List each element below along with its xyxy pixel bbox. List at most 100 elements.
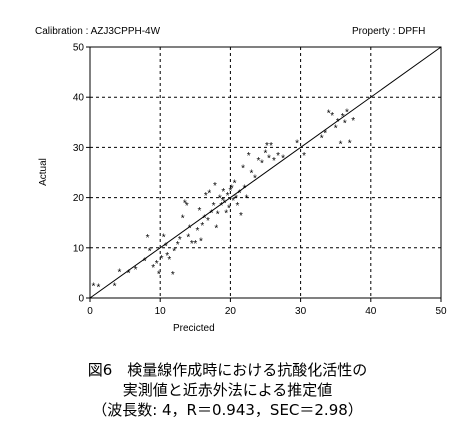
grid-lines [90, 47, 441, 298]
y-tick-label: 0 [78, 294, 84, 305]
y-tick-label: 10 [73, 243, 85, 254]
x-tick-label: 0 [87, 306, 93, 317]
data-point: * [214, 224, 218, 235]
x-tick-label: 40 [365, 306, 377, 317]
data-point: * [267, 153, 271, 164]
data-point: * [226, 191, 230, 202]
data-points: * * ** * ***** ***************** *************… [92, 107, 356, 293]
data-point: * [186, 232, 190, 243]
data-point: * [193, 239, 197, 250]
data-point: * [351, 116, 355, 127]
data-point: * [171, 270, 175, 281]
data-point: * [96, 282, 100, 293]
data-point: * [323, 128, 327, 139]
reference-line [89, 46, 442, 299]
data-point: * [155, 259, 159, 270]
data-point: * [160, 254, 164, 265]
x-tick-label: 50 [435, 306, 447, 317]
property-label: Property : DPFH [352, 26, 426, 37]
data-point: * [235, 201, 239, 212]
data-point: * [221, 187, 225, 198]
data-point: * [92, 281, 96, 292]
y-tick-label: 50 [73, 43, 85, 54]
plot-frame [89, 46, 442, 299]
data-point: * [230, 184, 234, 195]
y-tick-label: 20 [73, 193, 85, 204]
data-point: * [198, 206, 202, 217]
caption-line-1: 図6 検量線作成時における抗酸化活性の [87, 361, 368, 379]
data-point: * [165, 251, 169, 262]
data-point: * [343, 118, 347, 129]
data-point: * [341, 112, 345, 123]
data-point: * [148, 246, 152, 257]
data-point: * [178, 235, 182, 246]
data-point: * [216, 210, 220, 221]
data-point: * [265, 141, 269, 152]
data-point: * [327, 108, 331, 119]
data-point: * [213, 181, 217, 192]
data-point: * [264, 148, 268, 159]
data-point: * [183, 199, 187, 210]
data-point: * [336, 117, 340, 128]
data-point: * [167, 255, 171, 266]
data-point: * [202, 214, 206, 225]
data-point: * [247, 151, 251, 162]
data-point: * [345, 107, 349, 118]
data-point: * [195, 226, 199, 237]
data-point: * [334, 123, 338, 134]
data-point: * [207, 189, 211, 200]
x-axis-label: Precicted [173, 323, 215, 334]
data-point: * [223, 199, 227, 210]
data-point: * [228, 186, 232, 197]
x-tick-label: 20 [225, 306, 237, 317]
data-point: * [302, 151, 306, 162]
data-point: * [224, 209, 228, 220]
data-point: * [188, 224, 192, 235]
caption-line-2: 実測値と近赤外法による推定値 [122, 381, 333, 399]
data-point: * [276, 151, 280, 162]
data-point: * [162, 232, 166, 243]
data-point: * [231, 196, 235, 207]
data-point: * [151, 263, 155, 274]
data-point: * [134, 265, 138, 276]
x-axis-ticks: 0 10 20 30 40 50 [87, 298, 447, 317]
data-point: * [245, 194, 249, 205]
data-point: * [219, 201, 223, 212]
y-axis-ticks: 0 10 20 30 40 50 [73, 43, 90, 305]
x-tick-label: 10 [155, 306, 167, 317]
data-point: * [164, 241, 168, 252]
data-point: * [209, 209, 213, 220]
data-point: * [269, 141, 273, 152]
y-axis-label: Actual [38, 158, 49, 186]
data-point: * [172, 246, 176, 257]
data-point: * [221, 196, 225, 207]
data-point: * [257, 156, 261, 167]
data-point: * [143, 256, 147, 267]
data-point: * [348, 138, 352, 149]
data-point: * [295, 138, 299, 149]
data-point: * [181, 214, 185, 225]
y-tick-label: 40 [73, 93, 85, 104]
data-point: * [185, 201, 189, 212]
data-point: * [212, 201, 216, 212]
data-point: * [118, 267, 122, 278]
data-point: * [250, 169, 254, 180]
data-point: * [233, 179, 237, 190]
data-point: * [339, 139, 343, 150]
data-point: * [200, 221, 204, 232]
data-point: * [204, 191, 208, 202]
data-point: * [157, 269, 161, 280]
data-point: * [127, 268, 131, 279]
data-point: * [241, 163, 245, 174]
data-point: * [238, 189, 242, 200]
data-point: * [260, 158, 264, 169]
data-point: * [320, 133, 324, 144]
calibration-label: Calibration : AZJ3CPPH-4W [35, 26, 161, 37]
data-point: * [242, 184, 246, 195]
x-tick-label: 30 [295, 306, 307, 317]
data-point: * [206, 216, 210, 227]
data-point: * [218, 194, 222, 205]
data-point: * [281, 153, 285, 164]
data-point: * [253, 174, 257, 185]
